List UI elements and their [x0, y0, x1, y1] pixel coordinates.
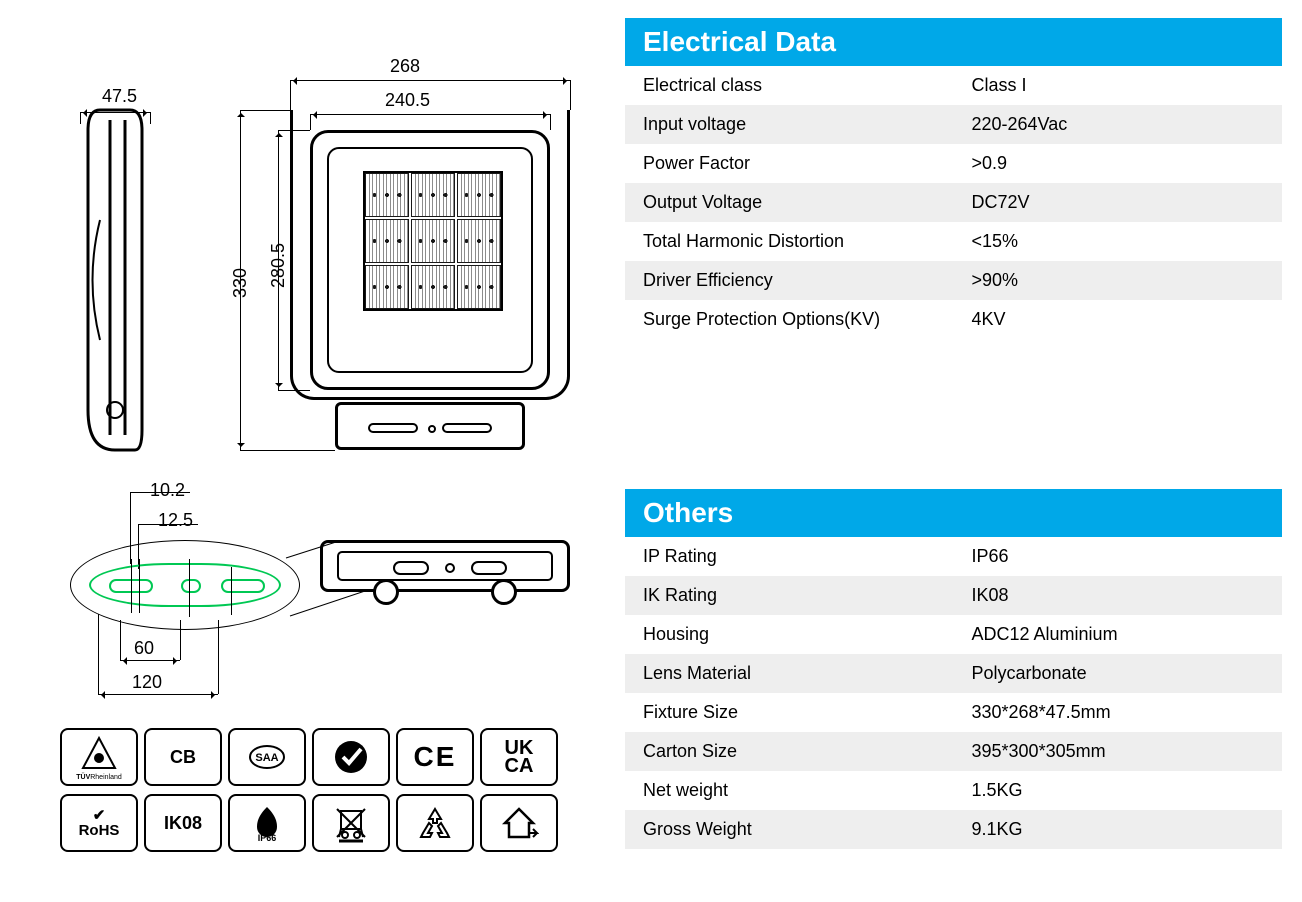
table-row: Fixture Size330*268*47.5mm	[625, 693, 1282, 732]
table-row: Electrical classClass I	[625, 66, 1282, 105]
cert-indoor-icon	[480, 794, 558, 852]
dim-base-width: 120	[132, 672, 162, 693]
dim-width-inner: 240.5	[385, 90, 430, 111]
cert-ukca-icon: UKCA	[480, 728, 558, 786]
table-row: Power Factor>0.9	[625, 144, 1282, 183]
spec-value: 330*268*47.5mm	[954, 693, 1283, 732]
spec-label: Driver Efficiency	[625, 261, 954, 300]
table-row: Net weight1.5KG	[625, 771, 1282, 810]
spec-label: Housing	[625, 615, 954, 654]
spec-value: 1.5KG	[954, 771, 1283, 810]
spec-label: IK Rating	[625, 576, 954, 615]
spec-label: IP Rating	[625, 537, 954, 576]
spec-label: Total Harmonic Distortion	[625, 222, 954, 261]
side-profile-view	[80, 100, 150, 460]
svg-text:SAA: SAA	[255, 752, 278, 764]
cert-rohs-icon: ✔RoHS	[60, 794, 138, 852]
drawing-detail: 10.2 12.5 60	[60, 480, 600, 720]
dim-hole-dia: 10.2	[150, 480, 185, 501]
front-fixture-view	[310, 130, 550, 390]
table-row: Carton Size395*300*305mm	[625, 732, 1282, 771]
spec-value: DC72V	[954, 183, 1283, 222]
spec-label: Lens Material	[625, 654, 954, 693]
table-row: Input voltage220-264Vac	[625, 105, 1282, 144]
spec-label: Gross Weight	[625, 810, 954, 849]
table-row: HousingADC12 Aluminium	[625, 615, 1282, 654]
cert-saa-icon: SAA	[228, 728, 306, 786]
spec-label: Surge Protection Options(KV)	[625, 300, 954, 339]
spec-label: Carton Size	[625, 732, 954, 771]
cert-recycle-icon	[396, 794, 474, 852]
spec-label: Net weight	[625, 771, 954, 810]
cert-ce-icon: C⁠E	[396, 728, 474, 786]
table-row: Surge Protection Options(KV)4KV	[625, 300, 1282, 339]
table-row: IP RatingIP66	[625, 537, 1282, 576]
spec-label: Fixture Size	[625, 693, 954, 732]
table-row: IK RatingIK08	[625, 576, 1282, 615]
spec-label: Electrical class	[625, 66, 954, 105]
table-row: Lens MaterialPolycarbonate	[625, 654, 1282, 693]
cert-rcm-icon	[312, 728, 390, 786]
electrical-table: Electrical classClass IInput voltage220-…	[625, 66, 1282, 339]
bracket-base	[335, 402, 525, 450]
spec-value: Polycarbonate	[954, 654, 1283, 693]
table-row: Total Harmonic Distortion<15%	[625, 222, 1282, 261]
cert-cb-icon: CB	[144, 728, 222, 786]
dim-hole-width: 12.5	[158, 510, 193, 531]
spec-label: Power Factor	[625, 144, 954, 183]
spec-panel: Electrical Data Electrical classClass II…	[615, 0, 1302, 902]
spec-label: Input voltage	[625, 105, 954, 144]
svg-text:IP66: IP66	[258, 833, 277, 843]
spec-value: IK08	[954, 576, 1283, 615]
dim-hole-pitch: 60	[134, 638, 154, 659]
spec-value: >90%	[954, 261, 1283, 300]
spec-value: 220-264Vac	[954, 105, 1283, 144]
technical-drawing-panel: 47.5 268 240.5 330 280.5	[0, 0, 615, 902]
spec-value: >0.9	[954, 144, 1283, 183]
table-row: Driver Efficiency>90%	[625, 261, 1282, 300]
cert-tuv-icon: TÜVRheinland	[60, 728, 138, 786]
spec-value: 9.1KG	[954, 810, 1283, 849]
spec-value: 4KV	[954, 300, 1283, 339]
cert-ip66-icon: IP66	[228, 794, 306, 852]
table-row: Gross Weight9.1KG	[625, 810, 1282, 849]
bottom-fixture-view	[320, 540, 570, 592]
base-detail-ellipse	[70, 540, 300, 630]
cert-weee-icon	[312, 794, 390, 852]
cert-ik08-icon: IK08	[144, 794, 222, 852]
spec-value: 395*300*305mm	[954, 732, 1283, 771]
spec-value: ADC12 Aluminium	[954, 615, 1283, 654]
electrical-header: Electrical Data	[625, 18, 1282, 66]
others-table: IP RatingIP66IK RatingIK08HousingADC12 A…	[625, 537, 1282, 849]
led-grid	[363, 171, 503, 311]
spec-label: Output Voltage	[625, 183, 954, 222]
spec-value: Class I	[954, 66, 1283, 105]
others-header: Others	[625, 489, 1282, 537]
cert-row-2: ✔RoHSIK08 IP66	[60, 794, 595, 852]
dim-width-outer: 268	[390, 56, 420, 77]
table-row: Output VoltageDC72V	[625, 183, 1282, 222]
spec-value: <15%	[954, 222, 1283, 261]
cert-row-1: TÜVRheinlandCB SAA C⁠EUKCA	[60, 728, 595, 786]
spec-value: IP66	[954, 537, 1283, 576]
drawing-main: 47.5 268 240.5 330 280.5	[60, 20, 600, 470]
